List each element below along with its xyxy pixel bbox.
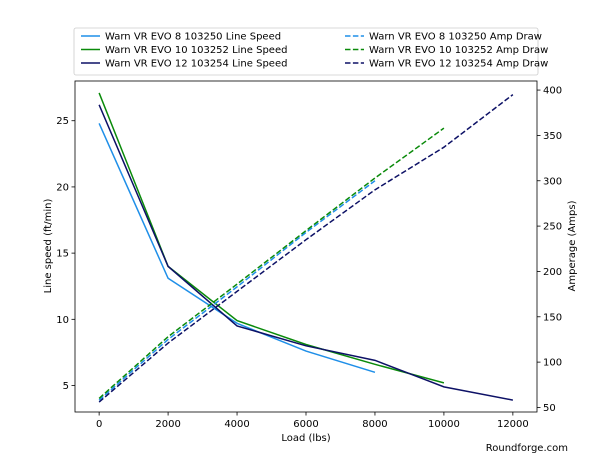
y-left-tick-label-4: 25 (56, 116, 69, 127)
legend-label-4: Warn VR EVO 10 103252 Amp Draw (369, 45, 548, 56)
x-tick-label-6: 12000 (497, 419, 529, 430)
y-left-tick-label-2: 15 (56, 249, 69, 260)
y-right-tick-label-0: 50 (543, 403, 556, 414)
x-tick-label-1: 2000 (155, 419, 180, 430)
y-right-tick-label-1: 100 (543, 358, 562, 369)
x-tick-label-2: 4000 (224, 419, 249, 430)
legend-label-2: Warn VR EVO 12 103254 Line Speed (105, 59, 287, 70)
y-right-tick-label-7: 400 (543, 86, 562, 97)
y-right-tick-label-5: 300 (543, 176, 562, 187)
plot-lines (98, 92, 514, 403)
watermark-text: Roundforge.com (486, 443, 568, 454)
series-line-5 (98, 94, 514, 403)
series-line-3 (98, 180, 376, 401)
legend: Warn VR EVO 8 103250 Line Speed Warn VR E… (73, 27, 548, 76)
axes: 0 2000 4000 6000 8000 10000 12000 5 10 15 20 25 50 10… (56, 80, 562, 430)
x-tick-label-4: 8000 (362, 419, 387, 430)
y-axis-right-label: Amperage (Amps) (567, 200, 578, 291)
legend-label-1: Warn VR EVO 10 103252 Line Speed (105, 45, 287, 56)
legend-box (73, 27, 539, 76)
series-line-1 (98, 92, 445, 384)
y-left-tick-label-1: 10 (56, 315, 69, 326)
series-line-0 (98, 123, 376, 373)
y-right-tick-label-2: 150 (543, 312, 562, 323)
series-line-4 (98, 127, 445, 399)
y-right-tick-label-4: 250 (543, 222, 562, 233)
y-left-tick-label-0: 5 (63, 381, 69, 392)
legend-label-3: Warn VR EVO 8 103250 Amp Draw (369, 32, 542, 43)
y-left-tick-label-3: 20 (56, 182, 69, 193)
legend-label-0: Warn VR EVO 8 103250 Line Speed (105, 32, 281, 43)
x-tick-label-3: 6000 (293, 419, 318, 430)
x-tick-label-5: 10000 (428, 419, 460, 430)
x-axis-label: Load (lbs) (281, 433, 330, 444)
series-line-2 (98, 104, 514, 401)
x-tick-label-0: 0 (96, 419, 102, 430)
y-right-tick-label-3: 200 (543, 267, 562, 278)
y-right-tick-label-6: 350 (543, 131, 562, 142)
legend-label-5: Warn VR EVO 12 103254 Amp Draw (369, 59, 548, 70)
plot-frame (74, 80, 538, 413)
y-axis-left-label: Line speed (ft/min) (43, 199, 54, 294)
